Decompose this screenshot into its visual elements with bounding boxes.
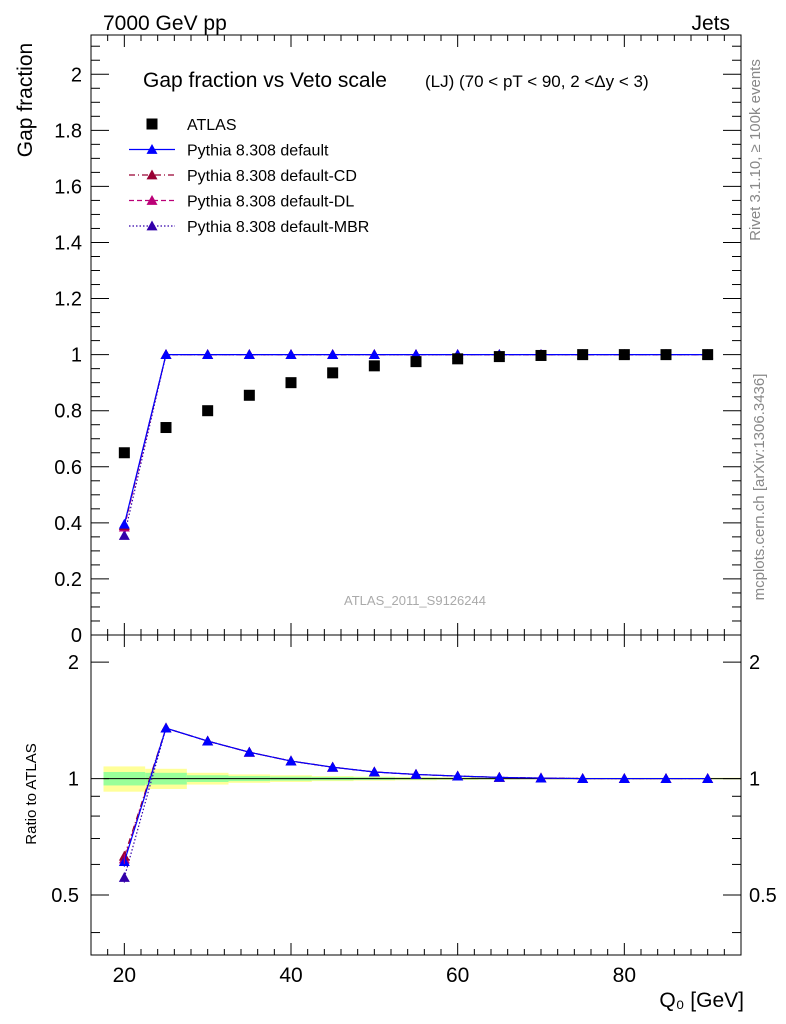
ratio-y-tick-label-right: 2 — [749, 652, 760, 674]
ratio-series-line — [123, 727, 708, 860]
data-point — [493, 351, 505, 363]
ratio-series-marker — [243, 746, 255, 757]
legend-marker — [146, 195, 158, 205]
ratio-series-marker — [702, 773, 714, 783]
rivet-version-text: Rivet 3.1.10, ≥ 100k events — [747, 59, 764, 241]
ratio-series-marker — [535, 772, 547, 783]
y-tick-label: 0.6 — [54, 457, 82, 479]
ratio-series-line — [123, 727, 708, 878]
series-line — [123, 354, 708, 525]
chart-title: Gap fraction vs Veto scale — [143, 69, 387, 92]
data-point — [535, 349, 547, 361]
legend-marker — [146, 220, 158, 231]
source-text: mcplots.cern.ch [arXiv:1306.3436] — [751, 374, 768, 601]
ratio-series-marker — [452, 770, 464, 781]
y-tick-label: 1 — [71, 345, 82, 367]
ratio-series-marker — [493, 771, 505, 782]
x-tick-label: 20 — [113, 964, 136, 987]
ratio-plot-frame — [90, 634, 742, 956]
ratio-series-marker — [618, 773, 630, 783]
plot-labels: 7000 GeV pp Jets Gap fraction vs Veto sc… — [14, 12, 768, 1012]
header-right: Jets — [691, 12, 730, 35]
y-tick-label: 1.4 — [54, 232, 82, 254]
header-left: 7000 GeV pp — [103, 12, 227, 35]
data-point — [577, 349, 589, 361]
x-tick-label: 40 — [279, 964, 302, 987]
legend-label: Pythia 8.308 default-CD — [187, 168, 357, 185]
y-tick-label: 1.8 — [54, 120, 82, 142]
x-tick-label: 60 — [446, 964, 469, 987]
series-marker — [118, 518, 130, 529]
data-point — [327, 367, 339, 379]
data-point — [660, 349, 672, 361]
legend-marker-data — [146, 118, 158, 130]
x-axis-label: Q₀ [GeV] — [659, 989, 744, 1012]
y-tick-label: 1.2 — [54, 289, 82, 311]
ratio-y-tick-label: 1 — [68, 769, 79, 791]
legend-marker — [146, 144, 158, 154]
ratio-plot: 20 40 60 80 0.5 0.5 1 1 2 2 — [51, 634, 777, 987]
data-point — [202, 405, 214, 417]
data-point — [368, 360, 380, 372]
ratio-series-marker — [577, 773, 589, 783]
ratio-y-tick-label: 2 — [68, 652, 79, 674]
ratio-series-marker — [160, 722, 172, 733]
chart-subtitle: (LJ) (70 < pT < 90, 2 <Δy < 3) — [425, 72, 649, 91]
ratio-series-line — [123, 727, 708, 862]
legend-label: Pythia 8.308 default-DL — [187, 194, 354, 211]
ratio-y-axis-label: Ratio to ATLAS — [23, 743, 40, 844]
ratio-series-marker — [410, 768, 422, 779]
ratio-series-marker — [660, 773, 672, 783]
main-plot: 0 0.2 0.4 0.6 0.8 1 1.2 1.4 1.6 1.8 2 ATLAS Pythia 8… — [54, 34, 742, 647]
x-tick-label: 80 — [613, 964, 636, 987]
data-point — [243, 389, 255, 401]
y-tick-label: 2 — [71, 64, 82, 86]
series-marker — [285, 349, 297, 360]
series-line — [123, 354, 708, 526]
series-marker — [368, 349, 380, 360]
legend-label: Pythia 8.308 default — [187, 143, 329, 160]
data-point — [410, 356, 422, 368]
ratio-y-tick-label-right: 0.5 — [749, 885, 777, 907]
y-tick-label: 1.6 — [54, 176, 82, 198]
series-marker — [160, 349, 172, 360]
legend-label: ATLAS — [187, 117, 237, 134]
data-point — [118, 447, 130, 459]
series-line — [123, 354, 708, 536]
series-marker — [327, 349, 339, 360]
series-marker — [202, 349, 214, 360]
series-line — [123, 354, 708, 528]
series-marker — [118, 529, 130, 540]
ratio-series-marker — [285, 755, 297, 766]
series-marker — [243, 349, 255, 360]
ratio-series-marker — [368, 766, 380, 777]
data-point — [702, 349, 714, 361]
ratio-series-marker — [327, 761, 339, 772]
y-tick-label: 0 — [71, 625, 82, 647]
legend-label: Pythia 8.308 default-MBR — [187, 219, 369, 236]
y-tick-label: 0.2 — [54, 569, 82, 591]
ratio-y-tick-label-right: 1 — [749, 769, 760, 791]
y-axis-label: Gap fraction — [14, 43, 37, 157]
data-point — [452, 353, 464, 365]
ratio-y-tick-label: 0.5 — [51, 885, 79, 907]
analysis-watermark: ATLAS_2011_S9126244 — [344, 593, 486, 608]
legend-marker — [146, 169, 158, 180]
ratio-series-marker — [202, 735, 214, 746]
y-tick-label: 0.8 — [54, 401, 82, 423]
y-tick-label: 0.4 — [54, 513, 82, 535]
ratio-series-line — [123, 727, 708, 857]
data-point — [285, 377, 297, 389]
data-point — [160, 422, 172, 434]
data-point — [618, 349, 630, 361]
